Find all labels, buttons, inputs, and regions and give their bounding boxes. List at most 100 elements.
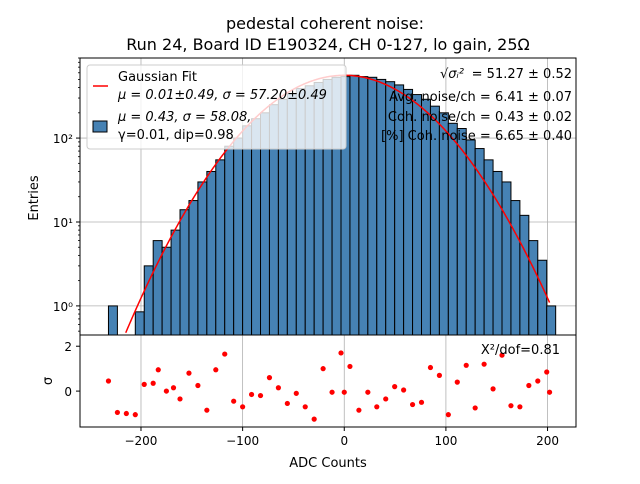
histogram-bars (107, 74, 557, 335)
residual-point (293, 390, 299, 396)
residual-point (427, 364, 434, 371)
residual-point (409, 401, 416, 408)
residual-point (248, 391, 255, 398)
residual-point (240, 404, 246, 410)
histogram-y-label: Entries (27, 175, 42, 221)
chart-title-line1: pedestal coherent noise: (226, 14, 424, 33)
histogram-bar (251, 118, 262, 335)
residual-x-tick-label: −200 (124, 434, 157, 448)
residual-x-label: ADC Counts (289, 456, 367, 471)
residual-y-tick-label: 2 (64, 340, 72, 354)
histogram-bar (438, 112, 449, 335)
histogram-bar (170, 229, 181, 335)
residual-point (517, 404, 523, 410)
residual-point (508, 403, 514, 409)
residual-point (445, 412, 451, 418)
residual-point (490, 386, 496, 392)
avg-noise-annotation: Avg. noise/ch = 6.41 ± 0.07 (389, 90, 572, 105)
histogram-y-tick-label: 10¹ (53, 216, 73, 230)
histogram-bar (224, 145, 235, 335)
histogram-bar (528, 240, 539, 335)
residual-grid (140, 335, 548, 427)
chi2-annotation: X²/dof=0.81 (481, 343, 560, 358)
residual-x-ticks: −200 −100 0 100 200 (124, 427, 559, 448)
histogram-bar (349, 74, 360, 335)
legend-fit-label: Gaussian Fit (118, 70, 197, 85)
histogram-bar (510, 200, 521, 335)
residual-point (383, 396, 389, 402)
residual-point (374, 404, 380, 410)
histogram-bar (403, 88, 414, 335)
residual-point (418, 399, 425, 405)
residual-point (284, 400, 290, 407)
residual-point (365, 389, 371, 395)
residual-point (356, 407, 362, 413)
residual-y-tick-label: 0 (64, 385, 72, 399)
residual-point (544, 369, 550, 375)
residual-x-tick-label: −100 (226, 434, 259, 448)
residual-y-label: σ (41, 377, 56, 385)
residual-x-tick-label: 200 (536, 434, 559, 448)
sigma-annotation-value: = 51.27 ± 0.52 (472, 67, 572, 82)
residual-panel: 02 −200 −100 0 100 200 σ ADC Counts X²/dof=0… (41, 334, 577, 471)
histogram-bar (197, 181, 208, 335)
histogram-bar (447, 122, 458, 335)
residual-point (155, 367, 161, 373)
legend-data-label-line1: μ = 0.43, σ = 58.08, (117, 110, 251, 125)
histogram-y-ticks: 10⁰ 10¹ 10² (53, 57, 80, 332)
residual-point (275, 385, 281, 391)
residual-point (472, 405, 478, 411)
histogram-bar (537, 259, 548, 335)
histogram-bar (134, 311, 145, 335)
legend-data-label-line2: γ=0.01, dip=0.98 (118, 128, 234, 143)
residual-point (231, 398, 237, 404)
residual-point (454, 379, 460, 385)
residual-point (546, 389, 553, 395)
residual-point (436, 372, 442, 378)
residual-point (195, 382, 201, 389)
noise-annotations: √σᵢ² = 51.27 ± 0.52 Avg. noise/ch = 6.41… (381, 67, 572, 144)
histogram-bar (107, 305, 118, 335)
histogram-bar (358, 76, 369, 335)
residual-points (105, 350, 553, 422)
residual-point (341, 389, 347, 395)
legend-box (86, 64, 347, 150)
residual-point (170, 385, 177, 391)
residual-point (320, 366, 326, 372)
residual-point (204, 407, 210, 413)
histogram-bar (188, 200, 199, 335)
histogram-bar (233, 137, 244, 335)
residual-point (141, 381, 147, 387)
residual-point (123, 410, 129, 417)
legend-data-swatch (92, 120, 108, 133)
residual-point (150, 380, 156, 386)
residual-point (463, 362, 469, 368)
residual-point (329, 389, 335, 395)
residual-point (347, 363, 353, 370)
histogram-bar (474, 148, 485, 335)
histogram-y-tick-label: 10⁰ (53, 300, 73, 314)
histogram-bar (501, 181, 512, 335)
chart-title-line2: Run 24, Board ID E190324, CH 0-127, lo g… (126, 35, 529, 54)
residual-point (132, 412, 138, 418)
residual-point (105, 378, 112, 384)
histogram-bar (215, 159, 226, 335)
residual-point (213, 367, 219, 373)
coh-noise-percent-annotation: [%] Coh. noise = 6.65 ± 0.40 (381, 129, 572, 144)
histogram-y-tick-label: 10² (53, 132, 73, 146)
residual-point (526, 382, 532, 389)
histogram-bar (519, 214, 530, 335)
residual-point (338, 350, 344, 356)
residual-point (177, 396, 183, 402)
residual-point (163, 388, 169, 394)
residual-point (392, 384, 398, 390)
histogram-bar (546, 305, 557, 335)
histogram-bar (465, 139, 476, 335)
residual-point (311, 416, 317, 422)
residual-point (302, 404, 308, 410)
sigma-annotation-label: √σᵢ² (440, 67, 464, 82)
residual-point (257, 392, 264, 399)
residual-point (114, 409, 121, 416)
histogram-bar (242, 125, 253, 335)
